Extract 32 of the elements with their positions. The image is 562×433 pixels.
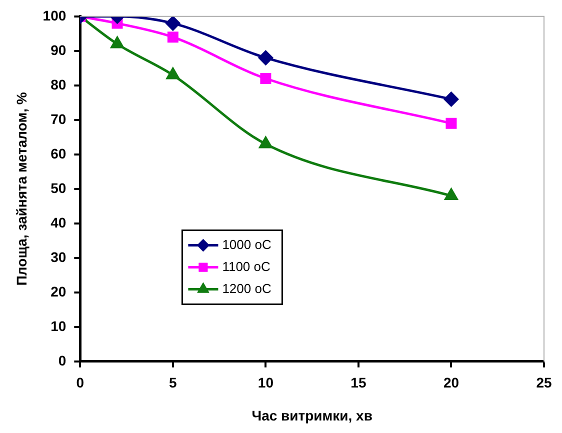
x-tick-label: 20 xyxy=(443,374,460,391)
point xyxy=(444,92,458,106)
legend-label: 1000 oC xyxy=(222,236,272,252)
point xyxy=(444,188,458,200)
y-tick-label: 100 xyxy=(42,7,66,24)
y-tick-label: 70 xyxy=(50,110,66,127)
x-tick-label: 10 xyxy=(258,374,274,391)
point xyxy=(110,36,124,48)
y-tick-label: 10 xyxy=(50,318,66,334)
x-tick-label: 5 xyxy=(169,374,178,391)
legend-label: 1100 oC xyxy=(222,258,270,274)
point xyxy=(166,16,180,31)
y-axis-title: Площа, зайнята металом, % xyxy=(13,92,30,286)
point xyxy=(258,50,273,66)
legend-label: 1200 oC xyxy=(222,280,272,296)
y-tick-label: 80 xyxy=(50,76,66,92)
y-tick-label: 50 xyxy=(50,180,66,196)
x-tick-label: 25 xyxy=(536,374,552,391)
point xyxy=(259,136,272,148)
y-tick-label: 30 xyxy=(50,248,66,265)
y-tick-label: 90 xyxy=(50,42,66,58)
y-tick-label: 0 xyxy=(58,352,66,368)
point xyxy=(260,73,272,84)
point xyxy=(446,118,457,129)
point xyxy=(167,32,178,43)
x-tick-label: 0 xyxy=(76,374,84,391)
point xyxy=(166,68,180,80)
y-tick-label: 40 xyxy=(50,214,66,230)
y-tick-label: 20 xyxy=(50,283,66,300)
y-tick-label: 60 xyxy=(50,145,66,162)
x-tick-label: 15 xyxy=(350,374,366,391)
x-axis-title: Час витримки, хв xyxy=(252,407,373,424)
